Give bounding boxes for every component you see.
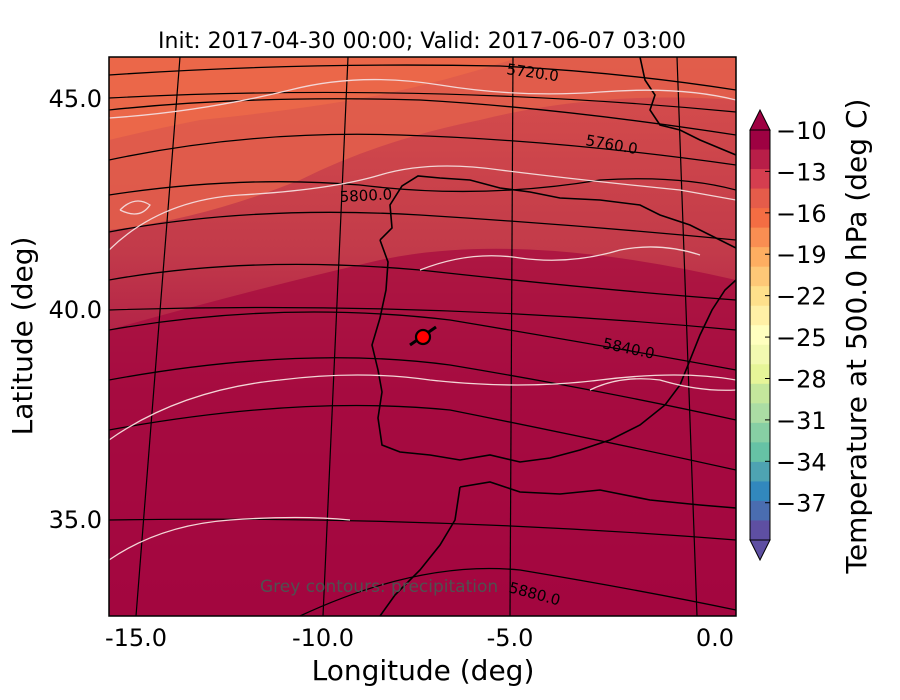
colorbar-segment: [750, 305, 770, 326]
colorbar-segment: [750, 344, 770, 365]
colorbar-segment: [750, 461, 770, 482]
colorbar-tick-label: −22: [776, 283, 827, 311]
colorbar-segment: [750, 169, 770, 190]
colorbar-segment: [750, 325, 770, 346]
colorbar-segment: [750, 208, 770, 229]
colorbar-tick-label: −25: [776, 324, 827, 352]
colorbar-tick-label: −13: [776, 158, 827, 186]
colorbar-segments: [750, 130, 770, 541]
colorbar-segment: [750, 403, 770, 424]
coastline: [371, 57, 736, 616]
colorbar-segment: [750, 442, 770, 463]
colorbar-segment: [750, 500, 770, 521]
colorbar-label: Temperature at 500.0 hPa (deg C): [840, 99, 873, 575]
x-tick-label: 0.0: [696, 624, 734, 652]
x-axis-label: Longitude (deg): [312, 654, 535, 687]
colorbar-segment: [750, 247, 770, 268]
map-plot-area: 5720.0 5760.0 5800.0 5840.0 5880.0 Grey …: [109, 57, 736, 616]
x-tick-label: -15.0: [105, 624, 167, 652]
colorbar-tick-label: −34: [776, 448, 827, 476]
colorbar-segment: [750, 481, 770, 502]
plot-frame: [108, 56, 737, 617]
colorbar-segment: [750, 266, 770, 287]
colorbar-frame: [749, 129, 771, 541]
precipitation-note: Grey contours: precipitation: [260, 577, 498, 597]
y-axis: 45.0 40.0 35.0 Latitude (deg): [6, 85, 102, 534]
colorbar-segment: [750, 383, 770, 404]
colorbar-extend-top: [749, 108, 771, 131]
y-axis-label: Latitude (deg): [6, 237, 39, 436]
colorbar-tick-label: −28: [776, 365, 827, 393]
colorbar-extend-bottom: [749, 539, 771, 562]
colorbar-tick-label: −31: [776, 407, 827, 435]
contour-label-5800: 5800.0: [339, 185, 392, 206]
colorbar-segment: [750, 227, 770, 248]
colorbar-segment: [750, 149, 770, 170]
location-marker: [409, 325, 437, 347]
meridians: [135, 57, 698, 616]
x-axis: -15.0 -10.0 -5.0 0.0 Longitude (deg): [105, 624, 734, 687]
x-tick-label: -5.0: [487, 624, 534, 652]
y-tick-label: 40.0: [49, 296, 102, 324]
colorbar-segment: [750, 422, 770, 443]
colorbar: −10 −13 −16 −19 −22 −25 −28 −31 −34 −37 Temperatu…: [749, 99, 873, 575]
colorbar-segment: [750, 364, 770, 385]
colorbar-tick-label: −19: [776, 241, 827, 269]
parallels: [109, 91, 736, 541]
y-tick-label: 45.0: [49, 85, 102, 113]
colorbar-tick-label: −16: [776, 200, 827, 228]
colorbar-tick-label: −10: [776, 117, 827, 145]
x-tick-label: -10.0: [292, 624, 354, 652]
colorbar-segment: [750, 130, 770, 151]
colorbar-ticks: −10 −13 −16 −19 −22 −25 −28 −31 −34 −37: [765, 117, 827, 518]
colorbar-segment: [750, 520, 770, 541]
colorbar-tick-label: −37: [776, 490, 827, 518]
colorbar-segment: [750, 286, 770, 307]
plot-title: Init: 2017-04-30 00:00; Valid: 2017-06-0…: [158, 29, 686, 54]
colorbar-segment: [750, 188, 770, 209]
temperature-band-warm: [109, 248, 736, 616]
y-tick-label: 35.0: [49, 506, 102, 534]
height-contours: [109, 64, 736, 616]
precipitation-contours: [109, 78, 736, 561]
